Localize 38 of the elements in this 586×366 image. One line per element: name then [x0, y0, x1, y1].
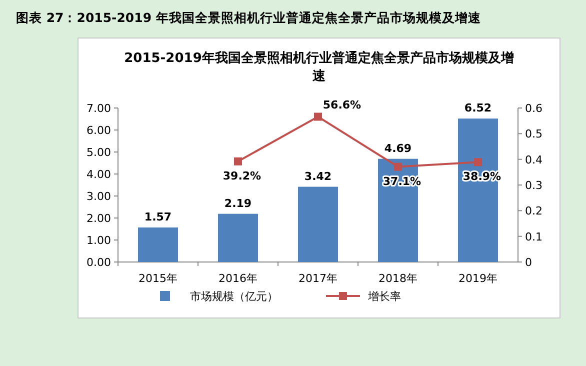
x-tick-label: 2016年	[218, 272, 258, 285]
point	[474, 158, 482, 166]
chart-title: 图表 27：2015-2019 年我国全景照相机行业普通定焦全景产品市场规模及增速	[16, 10, 482, 25]
y2-tick-label: 0.2	[525, 204, 542, 218]
point	[314, 112, 322, 121]
data-label: 2.19	[224, 196, 252, 210]
bar	[298, 186, 338, 262]
x-tick-label: 2018年	[378, 272, 418, 285]
data-label: 4.69	[384, 142, 412, 155]
y-tick-label: 7.00	[86, 102, 111, 115]
bar	[218, 214, 258, 262]
x-tick-label: 2015年	[138, 272, 178, 285]
y-tick-label: 2.00	[86, 212, 111, 225]
y-tick-label: 0.00	[86, 256, 111, 269]
data-label: 3.42	[304, 170, 332, 183]
y-tick-label: 1.00	[86, 234, 111, 247]
point	[394, 162, 402, 171]
y-tick-label: 3.00	[86, 190, 111, 203]
y2-tick-label: 0.1	[525, 230, 542, 244]
point	[234, 157, 242, 166]
data-label: 1.57	[144, 210, 172, 224]
y2-tick-label: 0.4	[525, 153, 542, 166]
chart-subtitle: 2015-2019年我国全景照相机行业普通定焦全景产品市场规模及增速	[124, 50, 514, 84]
x-tick-label: 2019年	[458, 272, 498, 285]
y2-tick-label: 0.3	[525, 179, 542, 192]
legend-label: 市场规模（亿元）	[190, 290, 278, 303]
y2-tick-label: 0.5	[525, 128, 542, 141]
y-tick-label: 6.00	[86, 124, 111, 137]
y2-tick-label: 0	[525, 256, 532, 269]
data-label: 56.6%	[322, 98, 362, 112]
y2-tick-label: 0.6	[525, 102, 542, 115]
bar	[138, 227, 178, 262]
y-tick-label: 5.00	[86, 146, 111, 159]
legend-label: 增长率	[367, 290, 401, 303]
data-label: 39.2%	[222, 169, 262, 182]
y-tick-label: 4.00	[86, 168, 111, 181]
x-tick-label: 2017年	[298, 272, 338, 285]
data-label: 6.52	[464, 102, 492, 115]
